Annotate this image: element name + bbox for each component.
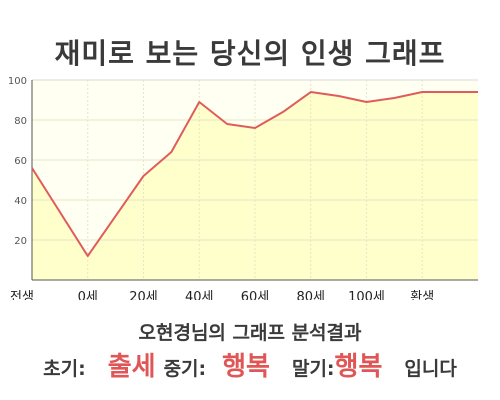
- y-tick-label: 40: [14, 196, 27, 207]
- x-tick-label: 환생: [410, 290, 434, 300]
- middle-label: 중기:: [163, 358, 207, 380]
- x-tick-label: 100세: [348, 290, 385, 300]
- x-tick-label: 80세: [296, 290, 325, 300]
- series-line: [31, 91, 478, 257]
- late-value: 행복: [334, 352, 383, 382]
- x-tick-label: 20세: [129, 290, 158, 300]
- chart-title: 재미로 보는 당신의 인생 그래프: [54, 37, 446, 70]
- analysis-title: 오현경님의 그래프 분석결과: [138, 322, 362, 344]
- x-tick-label: 60세: [241, 290, 270, 300]
- x-tick-label: 전생: [10, 290, 34, 300]
- y-tick-label: 20: [14, 236, 27, 247]
- late-label: 말기:: [291, 358, 335, 380]
- middle-value: 행복: [222, 352, 270, 382]
- y-tick-label: 100: [8, 76, 27, 87]
- life-graph-chart: 20 40 60 80 100 전생 0세 20세 40세 60세 80세 100세 환생: [8, 76, 478, 300]
- early-value: 출세: [107, 352, 156, 382]
- x-tick-label: 40세: [185, 290, 214, 300]
- analysis-result: 초기: 출세 중기: 행복 말기: 행복 입니다: [0, 346, 500, 383]
- y-tick-label: 80: [14, 116, 27, 127]
- x-tick-label: 0세: [78, 290, 98, 300]
- suffix-label: 입니다: [404, 358, 457, 380]
- early-label: 초기:: [43, 358, 86, 380]
- y-tick-label: 60: [14, 156, 27, 167]
